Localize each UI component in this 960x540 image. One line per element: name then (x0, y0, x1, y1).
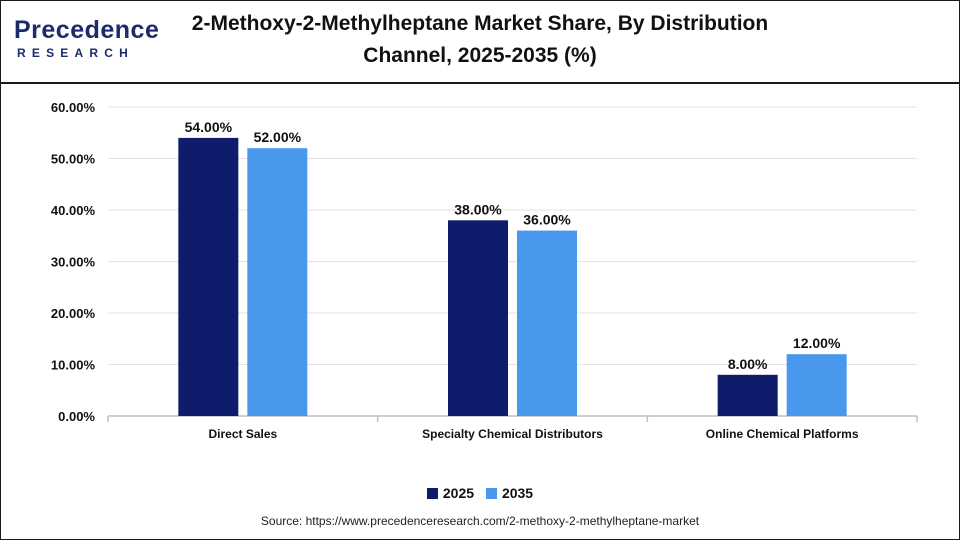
data-label: 52.00% (254, 129, 302, 145)
y-tick-label: 60.00% (51, 100, 96, 115)
legend-label-2035: 2035 (501, 485, 534, 501)
y-tick-label: 0.00% (58, 409, 95, 424)
y-tick-label: 20.00% (51, 306, 96, 321)
y-tick-label: 50.00% (51, 152, 96, 167)
data-label: 36.00% (523, 212, 571, 228)
legend-swatch-2035 (485, 487, 497, 499)
legend-item-2025: 2025 (426, 485, 475, 501)
bar-2035 (517, 230, 577, 416)
bar-2035 (247, 148, 308, 416)
bar-2025 (178, 137, 239, 416)
x-tick-label: Specialty Chemical Distributors (422, 427, 603, 441)
y-tick-label: 30.00% (51, 255, 96, 270)
bar-2025 (448, 220, 508, 416)
legend-swatch-2025 (426, 487, 438, 499)
bar-2035 (786, 354, 847, 416)
brand-name: Precedence (14, 16, 160, 44)
legend-label-2025: 2025 (442, 485, 475, 501)
brand-logo: Precedence RESEARCH (14, 14, 164, 64)
y-tick-label: 40.00% (51, 203, 96, 218)
chart-title-line2: Channel, 2025-2035 (%) (363, 44, 597, 67)
data-label: 12.00% (793, 335, 841, 351)
chart-title-line1: 2-Methoxy-2-Methylheptane Market Share, … (191, 12, 769, 35)
header-divider (0, 82, 960, 84)
header: Precedence RESEARCH 2-Methoxy-2-Methylhe… (0, 0, 960, 80)
bar-chart: 0.00% 10.00% 20.00% 30.00% 40.00% 50.00% 60.00… (51, 100, 918, 441)
brand-subtitle: RESEARCH (17, 46, 134, 60)
legend-item-2035: 2035 (485, 485, 534, 501)
source-note: Source: https://www.precedenceresearch.c… (260, 514, 700, 528)
data-label: 38.00% (454, 201, 502, 217)
x-tick-label: Online Chemical Platforms (706, 427, 859, 441)
y-tick-label: 10.00% (51, 358, 96, 373)
data-label: 54.00% (185, 119, 233, 135)
bar-2025 (717, 374, 778, 416)
legend: 2025 2035 (0, 485, 960, 502)
x-tick-label: Direct Sales (208, 427, 277, 441)
data-label: 8.00% (728, 356, 768, 372)
chart-title: 2-Methoxy-2-Methylheptane Market Share, … (175, 8, 785, 72)
